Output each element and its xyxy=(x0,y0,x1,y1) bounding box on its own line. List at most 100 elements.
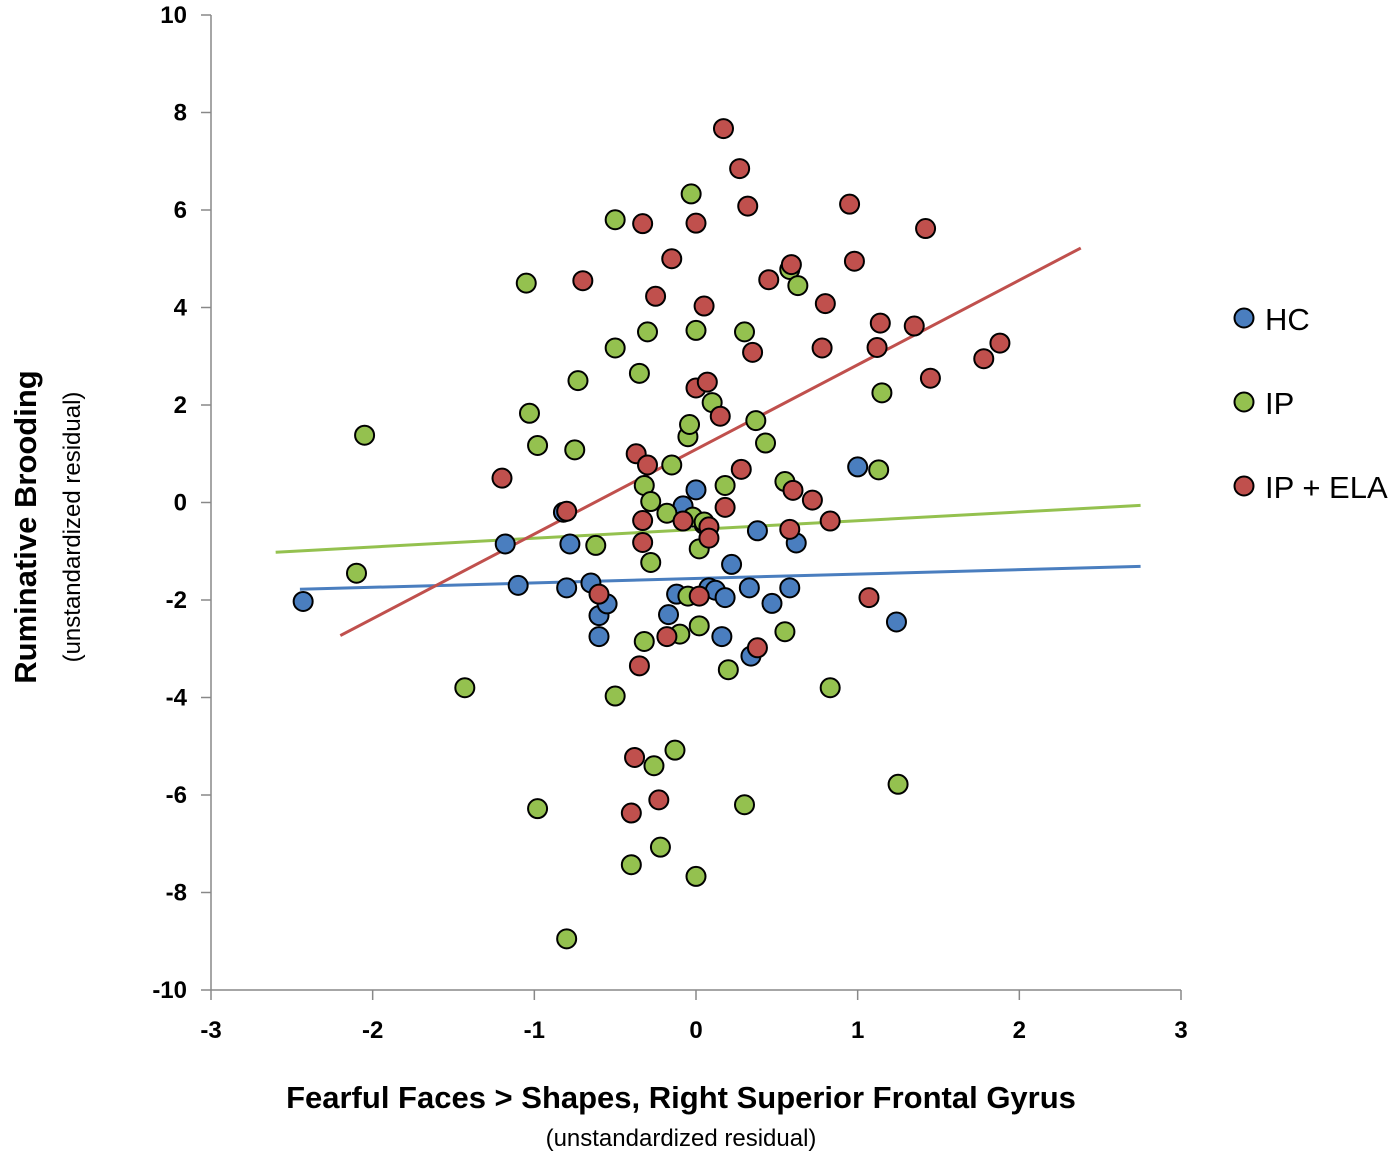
x-tick-label: 3 xyxy=(1174,1017,1187,1044)
legend-marker-ip-ela xyxy=(1233,475,1255,497)
point-hc xyxy=(847,456,869,478)
point-ip xyxy=(714,474,736,496)
point-ip-ela xyxy=(709,405,731,427)
point-ip-ela xyxy=(758,269,780,291)
legend-label-ip-ela: IP + ELA xyxy=(1265,470,1388,505)
trendline-ip-ela xyxy=(339,246,1082,637)
x-tick-label: -3 xyxy=(200,1017,221,1044)
point-hc xyxy=(292,590,314,612)
point-ip-ela xyxy=(556,500,578,522)
y-tick-label: 8 xyxy=(174,100,187,127)
point-ip-ela xyxy=(819,510,841,532)
y-tick-label: 10 xyxy=(160,2,187,29)
point-ip xyxy=(633,630,655,652)
point-hc xyxy=(559,533,581,555)
point-ip xyxy=(643,755,665,777)
point-ip-ela xyxy=(903,315,925,337)
point-hc xyxy=(746,520,768,542)
y-tick-label: 6 xyxy=(174,197,187,224)
point-ip-ela xyxy=(572,270,594,292)
point-ip xyxy=(564,439,586,461)
point-ip xyxy=(585,534,607,556)
point-ip-ela xyxy=(973,348,995,370)
x-ticks: -3 -2 -1 0 1 2 3 xyxy=(200,990,1188,1044)
legend-label-ip: IP xyxy=(1265,386,1294,421)
point-hc xyxy=(494,533,516,555)
point-ip-ela xyxy=(637,454,658,476)
x-tick-label: 1 xyxy=(851,1017,864,1044)
point-ip xyxy=(527,434,549,456)
point-ip-ela xyxy=(628,655,650,677)
point-ip xyxy=(640,551,662,573)
point-ip xyxy=(637,321,658,343)
point-ip xyxy=(734,794,755,816)
point-ip-ela xyxy=(491,467,513,489)
point-ip xyxy=(664,739,686,761)
point-hc xyxy=(761,592,783,614)
legend-marker-hc xyxy=(1233,307,1255,329)
point-ip-ela xyxy=(632,510,654,532)
point-ip-ela xyxy=(811,337,833,359)
point-ip-ela xyxy=(696,371,718,393)
y-axis-subtitle: (unstandardized residual) xyxy=(59,392,86,663)
point-ip xyxy=(685,319,707,341)
point-ip-ela xyxy=(814,293,836,315)
point-ip xyxy=(604,209,626,231)
point-ip xyxy=(745,410,767,432)
point-ip-ela xyxy=(714,496,736,518)
point-hc xyxy=(885,611,907,633)
point-ip-ela xyxy=(782,479,804,501)
point-ip xyxy=(787,275,809,297)
point-ip xyxy=(454,677,476,699)
point-ip-ela xyxy=(632,531,654,553)
point-ip xyxy=(868,459,890,481)
point-ip-ela xyxy=(730,458,752,480)
point-ip xyxy=(717,659,739,681)
y-tick-label: -2 xyxy=(166,587,187,614)
x-axis-title: Fearful Faces > Shapes, Right Superior F… xyxy=(286,1080,1076,1115)
point-ip-ela xyxy=(712,118,734,140)
point-ip xyxy=(556,928,578,950)
point-ip-ela xyxy=(746,637,768,659)
x-tick-label: -1 xyxy=(524,1017,545,1044)
point-ip-ela xyxy=(698,527,720,549)
point-ip-ela xyxy=(688,585,710,607)
point-ip-ela xyxy=(839,193,861,215)
point-ip xyxy=(680,183,702,205)
point-ip-ela xyxy=(742,341,764,363)
point-ip-ela xyxy=(685,212,707,234)
point-hc xyxy=(714,587,736,609)
point-hc xyxy=(556,577,578,599)
point-ip-ela xyxy=(779,518,801,540)
point-ip-ela xyxy=(645,285,667,307)
point-hc xyxy=(779,577,801,599)
x-tick-label: -2 xyxy=(362,1017,383,1044)
point-ip-ela xyxy=(693,295,715,317)
point-ip xyxy=(640,491,662,513)
point-ip-ela xyxy=(915,218,937,240)
point-ip xyxy=(354,424,376,446)
point-hc xyxy=(721,553,743,575)
y-tick-label: 0 xyxy=(174,490,187,517)
point-ip xyxy=(774,621,796,643)
point-ip xyxy=(604,685,626,707)
point-ip-ela xyxy=(869,312,891,334)
point-ip-ela xyxy=(866,336,888,358)
point-ip-ela xyxy=(729,158,751,180)
point-ip xyxy=(755,432,777,454)
point-hc xyxy=(738,577,760,599)
point-ip xyxy=(604,337,626,359)
point-ip-ela xyxy=(588,583,610,605)
point-ip xyxy=(819,677,841,699)
point-ip xyxy=(515,272,537,294)
legend: HC IP IP + ELA xyxy=(1233,302,1388,505)
y-axis-title: Ruminative Brooding xyxy=(8,370,43,683)
point-ip-ela xyxy=(648,789,670,811)
y-tick-label: -8 xyxy=(166,880,187,907)
point-ip-ela xyxy=(801,489,823,511)
y-tick-label: 2 xyxy=(174,392,187,419)
point-ip-ela xyxy=(672,510,694,532)
trendline-hc xyxy=(299,564,1141,591)
